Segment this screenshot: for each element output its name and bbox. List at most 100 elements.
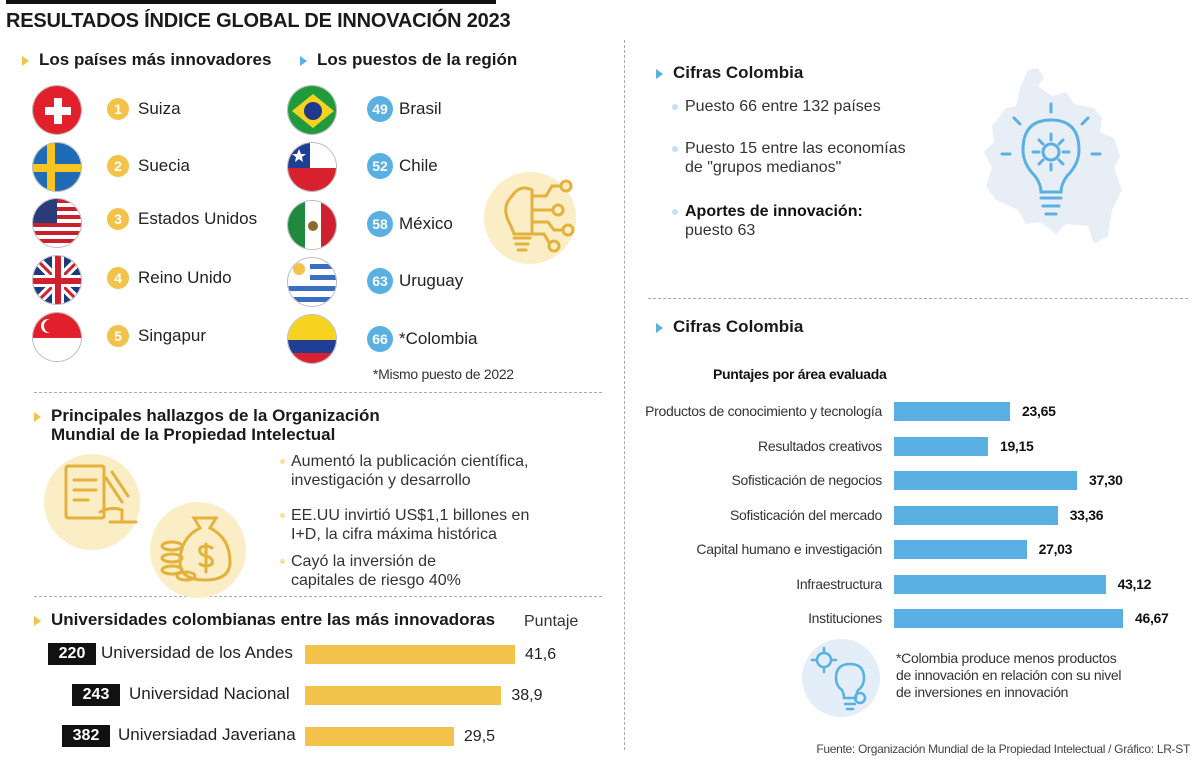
bar: [305, 645, 515, 664]
colombia-figure-item: Puesto 15 entre las economías de "grupos…: [672, 139, 906, 177]
brain-bulb-icon: [484, 166, 584, 273]
divider: [648, 298, 1188, 299]
bar: [894, 471, 1078, 490]
rank-badge: 2: [107, 155, 129, 177]
bar-category-label: Infraestructura: [796, 575, 882, 592]
universities-heading: Universidades colombianas entre las más …: [34, 610, 495, 630]
bar-category-label: Productos de conocimiento y tecnología: [645, 403, 882, 419]
finding-line: capitales de riesgo 40%: [291, 572, 461, 589]
university-name: Universiadad Javeriana: [118, 725, 296, 744]
bar-value-label: 19,15: [999, 437, 1034, 454]
footnote-line: de innovación en relación con su nivel: [896, 667, 1122, 683]
triangle-bullet-icon: [656, 68, 663, 79]
bullet-dot-icon: [280, 559, 285, 564]
country-name: *Colombia: [399, 329, 478, 348]
chart-footnote: *Colombia produce menos productos de inn…: [896, 650, 1122, 701]
country-name: Uruguay: [399, 271, 464, 290]
rank-badge: 49: [367, 96, 393, 122]
bullet-dot-icon: [672, 146, 678, 152]
findings-heading-line: Mundial de la Propiedad Intelectual: [51, 425, 336, 444]
source-footer: Fuente: Organización Mundial de la Propi…: [816, 742, 1190, 756]
university-rank-badge: 382: [62, 725, 110, 747]
bar-value-label: 41,6: [525, 646, 557, 663]
finding-line: Aumentó la publicación científica,: [291, 453, 529, 470]
chile-flag-icon: [287, 142, 337, 192]
top-innovators-heading: Los países más innovadores: [22, 50, 271, 70]
usa-flag-icon: [32, 198, 82, 248]
research-microscope-icon: [42, 452, 152, 555]
lightbulb-gear-icon: [1000, 102, 1102, 235]
finding-line: Cayó la inversión de: [291, 553, 436, 570]
university-rank-badge: 243: [72, 684, 120, 706]
bar: [894, 574, 1106, 594]
bar-value-label: 27,03: [1038, 541, 1073, 557]
region-note: *Mismo puesto de 2022: [373, 366, 514, 382]
findings-heading: Principales hallazgos de la Organización…: [34, 406, 380, 444]
top-innovators-heading-text: Los países más innovadores: [39, 50, 272, 69]
colombia-figure-text: Aportes de innovación:: [685, 203, 863, 220]
divider: [34, 392, 602, 393]
colombia-figure-item: Puesto 66 entre 132 países: [672, 97, 881, 116]
rank-badge: 58: [367, 211, 393, 237]
colombia-figure-text: Puesto 15 entre las economías: [685, 140, 906, 157]
finding-item: Aumentó la publicación científica, inves…: [280, 452, 528, 490]
bullet-dot-icon: [672, 104, 678, 110]
colombia-scores-heading-text: Cifras Colombia: [673, 317, 804, 336]
switzerland-flag-icon: [32, 85, 82, 135]
footnote-line: de inversiones en innovación: [896, 684, 1069, 700]
region-heading: Los puestos de la región: [300, 50, 517, 70]
colombia-figure-text: puesto 63: [685, 222, 756, 239]
country-name: Singapur: [138, 326, 207, 345]
rank-badge: 5: [107, 325, 129, 347]
bar: [894, 609, 1123, 628]
finding-line: I+D, la cifra máxima histórica: [291, 526, 497, 543]
title-rule: [6, 0, 496, 4]
uk-flag-icon: [32, 255, 82, 305]
bar-value-label: 43,12: [1117, 575, 1152, 592]
divider: [624, 40, 625, 750]
colombia-figure-item: Aportes de innovación: puesto 63: [672, 202, 863, 240]
rank-badge: 3: [107, 208, 129, 230]
bullet-dot-icon: [280, 513, 285, 518]
sweden-flag-icon: [32, 142, 82, 192]
score-column-label: Puntaje: [524, 613, 579, 630]
country-name: Suecia: [138, 156, 190, 175]
uruguay-flag-icon: [287, 257, 337, 307]
colombia-figure-text: Puesto 66 entre 132 países: [685, 98, 881, 115]
colombia-figures-heading: Cifras Colombia: [656, 63, 803, 83]
country-name: México: [399, 214, 453, 233]
finding-item: Cayó la inversión de capitales de riesgo…: [280, 552, 461, 590]
bar-value-label: 23,65: [1022, 403, 1056, 419]
findings-heading-line: Principales hallazgos de la Organización: [51, 406, 380, 425]
bullet-dot-icon: [672, 209, 678, 215]
finding-line: investigación y desarrollo: [291, 472, 471, 489]
bar-value-label: 29,5: [463, 728, 496, 745]
rank-badge: 66: [367, 326, 393, 352]
bar-value-label: 37,30: [1089, 472, 1123, 488]
bar-category-label: Sofisticación de negocios: [731, 472, 883, 488]
rank-badge: 52: [367, 153, 393, 179]
triangle-bullet-icon: [22, 55, 29, 66]
university-rank-badge: 220: [48, 643, 96, 665]
finding-item: EE.UU invirtió US$1,1 billones en I+D, l…: [280, 506, 529, 544]
university-name: Universidad de los Andes: [101, 643, 293, 662]
bar: [305, 686, 502, 705]
universities-heading-text: Universidades colombianas entre las más …: [51, 610, 496, 629]
colombia-figure-text: de "grupos medianos": [685, 159, 842, 176]
bar-category-label: Instituciones: [808, 610, 882, 626]
bar-value-label: 33,36: [1069, 506, 1104, 523]
bar: [894, 505, 1058, 525]
bar-value-label: 46,67: [1135, 610, 1169, 626]
mexico-flag-icon: [287, 200, 337, 250]
bar: [305, 727, 454, 746]
gear-bulb-icon: [800, 638, 882, 723]
bar-value-label: 38,9: [511, 687, 543, 704]
bar: [894, 402, 1011, 421]
divider: [34, 596, 602, 597]
region-heading-text: Los puestos de la región: [317, 50, 518, 69]
triangle-bullet-icon: [34, 411, 41, 422]
bar-category-label: Resultados creativos: [758, 437, 882, 454]
country-name: Suiza: [138, 99, 181, 118]
bullet-dot-icon: [280, 459, 285, 464]
country-name: Reino Unido: [138, 268, 232, 287]
